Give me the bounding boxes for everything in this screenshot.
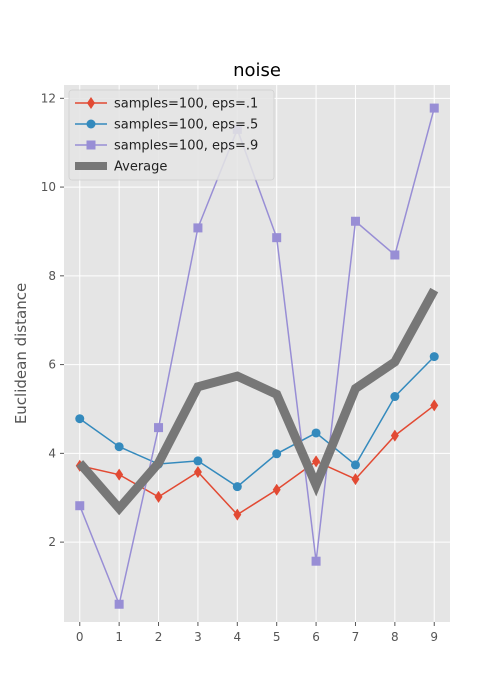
x-tick-label: 3 [194,630,202,644]
legend-marker [86,119,96,129]
legend-marker [86,140,96,150]
data-point [193,465,202,478]
data-point [114,599,124,609]
legend-box [68,89,275,181]
y-tick-label: 2 [48,535,56,549]
legend-marker [87,97,95,109]
y-tick-label: 8 [48,269,56,283]
legend-item: samples=100, eps=.1 [75,97,258,112]
legend-label: Average [114,160,167,175]
data-point [350,460,360,470]
data-point [193,223,203,233]
series-line [79,107,435,607]
x-tick-label: 6 [312,630,320,644]
x-tick-label: 2 [155,630,163,644]
chart-title: noise [233,60,281,81]
series-3 [76,287,439,516]
data-point [272,449,282,459]
data-point [429,103,439,113]
series-layer [75,103,439,609]
x-tick-label: 9 [430,630,438,644]
legend-label: samples=100, eps=.1 [114,97,258,112]
data-point [115,468,124,481]
data-point [154,490,163,503]
y-tick-label: 6 [48,358,56,372]
data-point [429,352,439,362]
y-tick-label: 4 [48,446,56,460]
x-tick-label: 7 [352,630,360,644]
data-point [75,501,85,511]
data-point [350,216,360,226]
data-point [312,455,321,468]
x-tick-label: 8 [391,630,399,644]
data-point [232,482,242,492]
data-point [272,233,282,243]
legend: samples=100, eps=.1 samples=100, eps=.5 sa… [68,89,275,181]
y-axis-title: Euclidean distance [12,283,30,424]
legend-label: samples=100, eps=.9 [114,139,258,154]
data-point [75,414,85,424]
x-tick-label: 0 [76,630,84,644]
data-point [311,428,321,438]
legend-label: samples=100, eps=.5 [114,118,258,133]
data-point [430,399,439,412]
x-axis: 0 1 2 3 4 5 6 7 8 9 [76,622,438,644]
series-line [76,287,439,516]
legend-item: Average [75,160,167,175]
data-point [311,556,321,566]
y-axis: 2 4 6 8 10 12 [41,91,64,549]
data-point [154,423,164,433]
legend-item: samples=100, eps=.9 [75,139,258,154]
data-point [193,456,203,466]
x-tick-label: 1 [115,630,123,644]
y-tick-label: 12 [41,91,56,105]
data-point [114,442,124,452]
y-tick-label: 10 [41,180,56,194]
x-tick-label: 4 [233,630,241,644]
data-point [351,473,360,486]
data-point [390,250,400,260]
data-point [390,392,400,402]
data-point [390,429,399,442]
x-tick-label: 5 [273,630,281,644]
legend-item: samples=100, eps=.5 [75,118,258,133]
data-point [272,483,281,496]
data-point [233,508,242,521]
series-line [79,356,435,488]
